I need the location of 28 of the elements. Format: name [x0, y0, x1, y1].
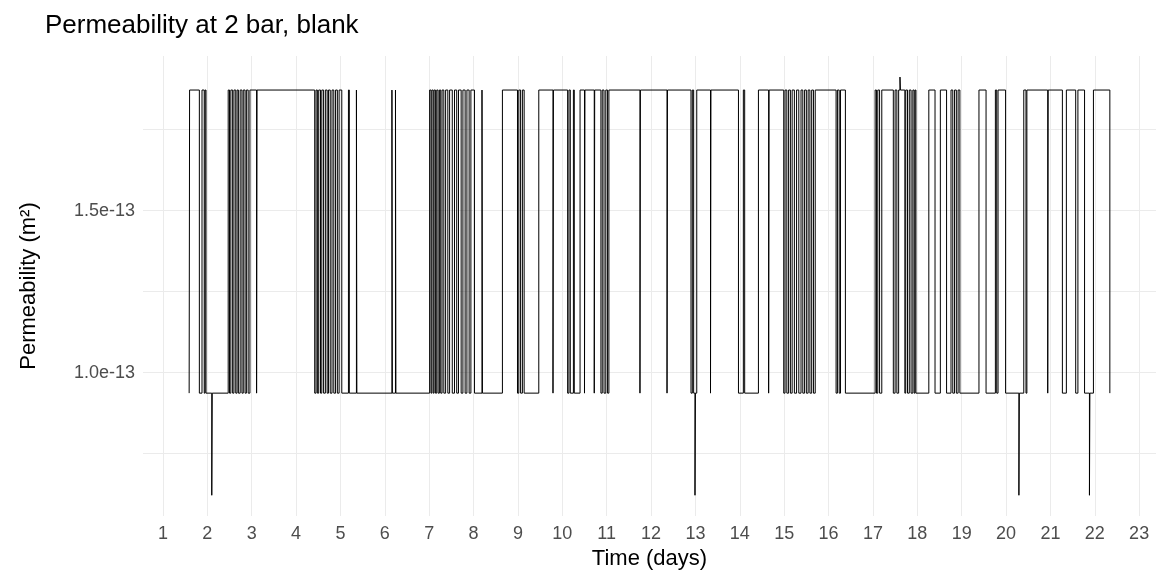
x-tick-label: 3	[246, 523, 257, 543]
x-tick-label: 4	[291, 523, 302, 543]
x-tick-label: 23	[1129, 523, 1150, 543]
x-tick-label: 12	[641, 523, 662, 543]
x-tick-label: 6	[379, 523, 390, 543]
x-tick-label: 9	[512, 523, 523, 543]
y-axis-title: Permeability (m²)	[14, 202, 40, 370]
x-tick-label: 17	[862, 523, 883, 543]
x-tick-label: 1	[157, 523, 168, 543]
x-tick-label: 13	[685, 523, 706, 543]
x-tick-label: 19	[951, 523, 972, 543]
x-tick-label: 20	[996, 523, 1017, 543]
x-tick-label: 18	[907, 523, 928, 543]
x-tick-label: 7	[424, 523, 435, 543]
x-tick-label: 15	[774, 523, 795, 543]
x-tick-label: 16	[818, 523, 839, 543]
x-tick-label: 8	[468, 523, 479, 543]
x-tick-label: 11	[597, 523, 617, 543]
x-tick-label: 2	[202, 523, 213, 543]
x-tick-label: 21	[1040, 523, 1061, 543]
y-tick-label: 1.5e-13	[73, 199, 135, 220]
x-tick-label: 5	[335, 523, 346, 543]
x-tick-label: 14	[729, 523, 750, 543]
y-tick-label: 1.0e-13	[73, 362, 135, 383]
x-tick-label: 22	[1084, 523, 1105, 543]
x-axis-title: Time (days)	[591, 545, 708, 571]
x-tick-label: 10	[552, 523, 573, 543]
chart-title: Permeability at 2 bar, blank	[45, 9, 360, 39]
